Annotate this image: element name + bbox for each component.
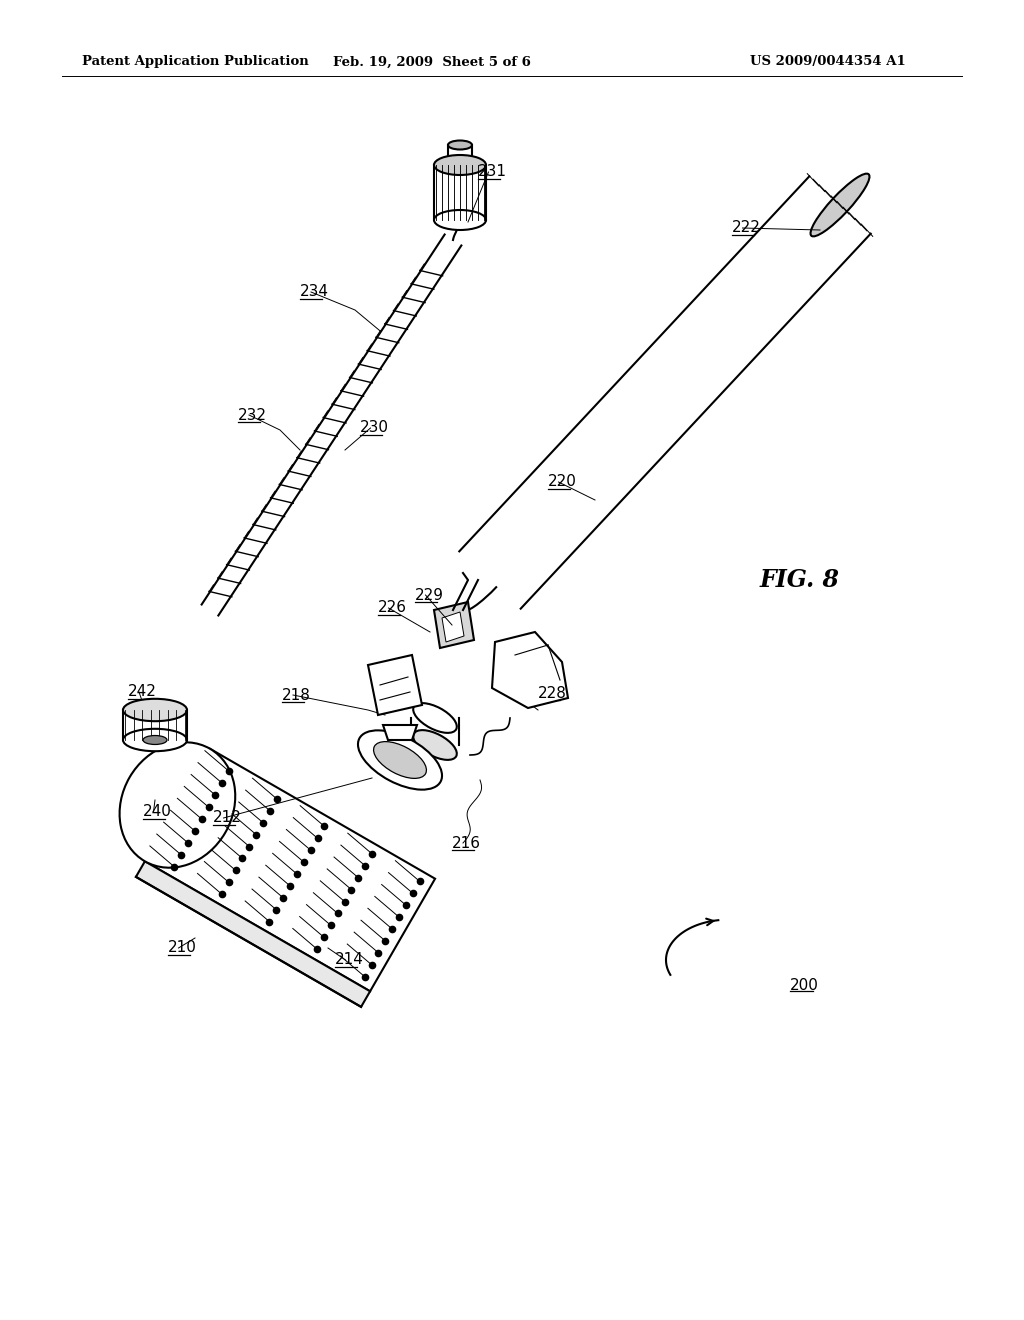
Text: Feb. 19, 2009  Sheet 5 of 6: Feb. 19, 2009 Sheet 5 of 6 xyxy=(333,55,530,69)
Ellipse shape xyxy=(414,730,457,760)
Text: 214: 214 xyxy=(335,953,364,968)
Ellipse shape xyxy=(143,735,167,744)
Ellipse shape xyxy=(123,729,187,751)
Polygon shape xyxy=(136,861,370,1007)
Polygon shape xyxy=(145,748,435,991)
Polygon shape xyxy=(460,177,870,609)
Ellipse shape xyxy=(414,704,457,733)
Text: 216: 216 xyxy=(452,836,481,850)
Text: Patent Application Publication: Patent Application Publication xyxy=(82,55,309,69)
Ellipse shape xyxy=(449,140,472,149)
Text: 226: 226 xyxy=(378,601,407,615)
Text: 240: 240 xyxy=(143,804,172,820)
Ellipse shape xyxy=(358,730,442,789)
Polygon shape xyxy=(449,145,472,165)
Polygon shape xyxy=(123,710,187,741)
Text: 228: 228 xyxy=(538,685,567,701)
Text: 242: 242 xyxy=(128,685,157,700)
Text: FIG. 8: FIG. 8 xyxy=(760,568,840,591)
Text: 234: 234 xyxy=(300,285,329,300)
Polygon shape xyxy=(202,235,462,615)
Polygon shape xyxy=(434,165,486,220)
Polygon shape xyxy=(383,725,417,741)
Polygon shape xyxy=(434,602,474,648)
Text: 220: 220 xyxy=(548,474,577,490)
Polygon shape xyxy=(368,655,422,715)
Text: 229: 229 xyxy=(415,587,444,602)
Ellipse shape xyxy=(123,698,187,721)
Text: 200: 200 xyxy=(790,978,819,993)
Ellipse shape xyxy=(434,210,486,230)
Text: 232: 232 xyxy=(238,408,267,422)
Text: 222: 222 xyxy=(732,220,761,235)
Text: 212: 212 xyxy=(213,810,242,825)
Ellipse shape xyxy=(811,174,869,236)
Ellipse shape xyxy=(120,742,236,867)
Text: 231: 231 xyxy=(478,165,507,180)
Polygon shape xyxy=(442,612,464,642)
Ellipse shape xyxy=(374,742,426,779)
Text: US 2009/0044354 A1: US 2009/0044354 A1 xyxy=(750,55,906,69)
Text: 210: 210 xyxy=(168,940,197,956)
Text: 218: 218 xyxy=(282,688,311,702)
Ellipse shape xyxy=(434,154,486,176)
Polygon shape xyxy=(492,632,568,708)
Text: 230: 230 xyxy=(360,421,389,436)
